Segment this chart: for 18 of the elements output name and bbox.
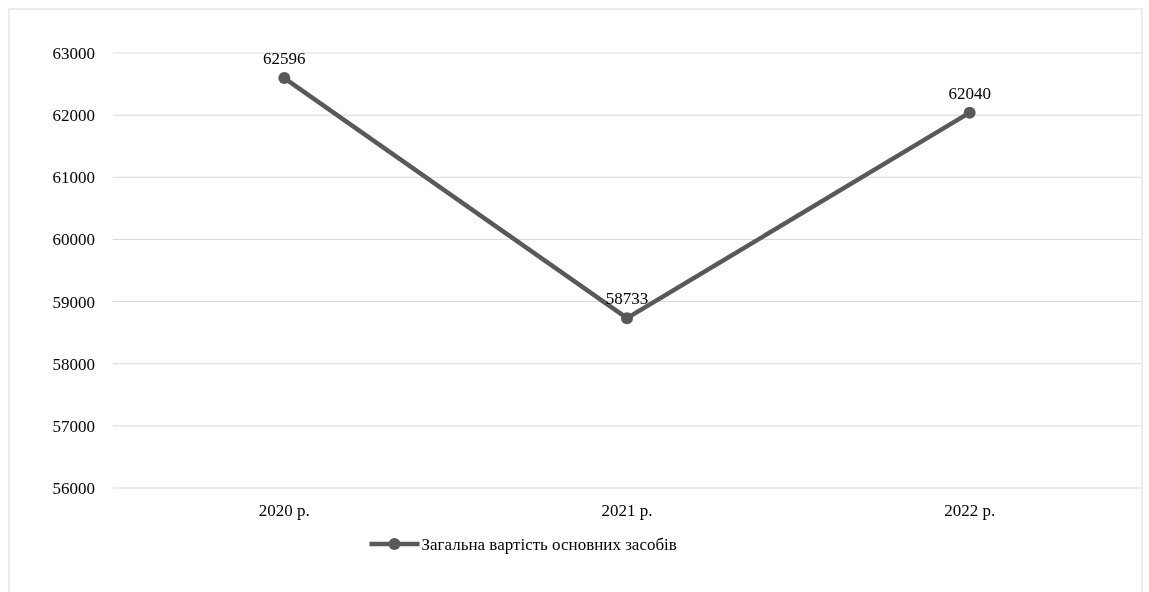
y-tick-label: 62000 [52,106,95,126]
y-tick-label: 60000 [52,230,95,250]
point [621,312,633,325]
data-label: 62596 [263,49,306,69]
y-tick-label: 58000 [52,354,95,374]
y-tick-label: 57000 [52,416,95,436]
point [278,72,291,85]
x-tick-label: 2022 р. [944,501,996,520]
data-label: 58733 [605,289,649,309]
y-tick-label: 56000 [52,478,95,498]
y-tick-label: 59000 [52,292,95,312]
data-label: 62040 [948,83,991,103]
point [963,106,976,119]
y-tick-label: 63000 [52,43,95,63]
y-tick-label: 61000 [52,168,95,188]
x-tick-label: 2021 р. [601,501,653,520]
legend-label: Загальна вартість основних засобів [421,534,677,554]
x-tick-label: 2020 р. [258,501,310,520]
